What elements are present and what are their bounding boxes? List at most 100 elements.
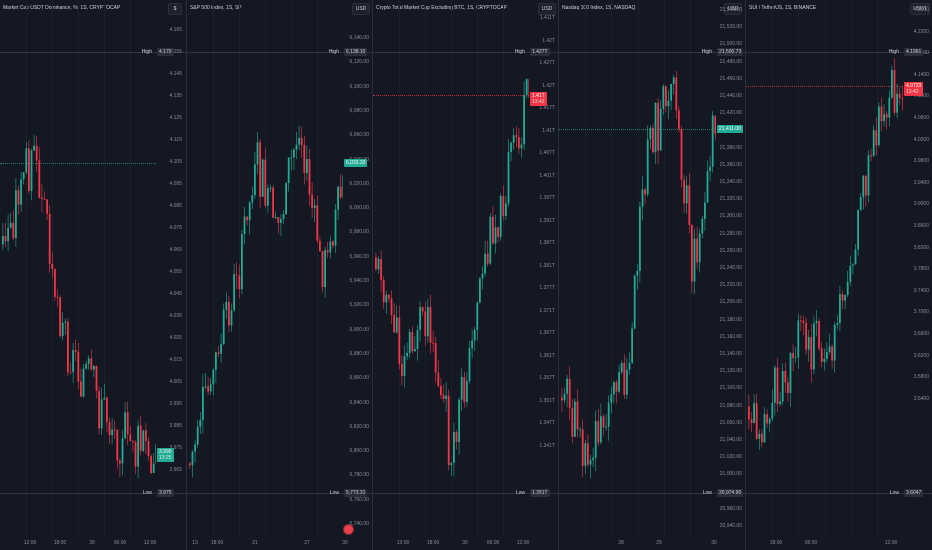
candle-body: [326, 250, 329, 253]
candle-body: [698, 233, 701, 263]
price-tick-label: 3.5800: [913, 374, 929, 381]
candle-body: [823, 358, 826, 362]
candle-body: [753, 403, 755, 423]
price-axis[interactable]: 4.165 4.155 4.145 4.135 4.125 4.115 4.105 4.095…: [156, 0, 186, 535]
chart-panel-usdt-dominance[interactable]: Market Cap USDT Dominance, %, 1S, CRYPTO…: [0, 0, 186, 550]
price-tick-label: 5,820.00: [349, 423, 369, 430]
candle-body: [646, 139, 649, 195]
candle-body: [424, 311, 427, 337]
time-tick-label: 06:00: [486, 540, 500, 546]
price-tick-label: 6,100.00: [349, 83, 369, 90]
grid-line: [611, 0, 613, 535]
time-tick-label: 18:00: [769, 540, 783, 546]
grid-line: [26, 0, 27, 535]
candle-body: [468, 348, 471, 382]
candle-body: [390, 298, 393, 315]
candle-body: [393, 314, 395, 333]
candle-body: [771, 402, 774, 419]
candle-body: [654, 102, 657, 153]
chart-panel-sp500[interactable]: S&P 500 Index, 1S, SP USD 6,140.00 6,120.…: [186, 0, 373, 550]
currency-button[interactable]: $: [168, 3, 182, 15]
candle-body: [445, 395, 447, 400]
price-tick-label: 21,180.00: [719, 316, 742, 323]
grid-line: [689, 0, 691, 535]
candle-body: [132, 440, 134, 442]
candle-body: [329, 241, 332, 253]
price-tick-label: 1.397T: [539, 195, 555, 201]
candle-body: [25, 148, 28, 173]
price-tick-label: 3.8200: [913, 244, 929, 251]
price-tick-label: 4.025: [169, 335, 182, 341]
candle-body: [704, 202, 706, 219]
price-axis[interactable]: 21,540.00 21,520.00 21,500.00 21,480.00 21,4…: [716, 0, 746, 535]
candle-body: [466, 381, 468, 403]
price-tick-label: 1.371T: [539, 307, 555, 314]
price-tick-label: 21,520.00: [719, 24, 742, 31]
chart-panel-total-ex-btc[interactable]: Crypto Total Market Cap Excluding BTC, 1…: [372, 0, 559, 550]
candle-body: [290, 157, 293, 159]
currency-button[interactable]: USD: [538, 3, 556, 15]
current-price-value: 3.990: [159, 449, 172, 455]
candle-body: [672, 77, 675, 85]
candle-body: [215, 352, 217, 370]
chart-panel-nasdaq100[interactable]: Nasdaq 100 Index, 1S, NASDAQ USD 21,540.…: [558, 0, 746, 550]
candle-body: [862, 175, 865, 198]
candle-body: [828, 346, 831, 353]
candle-body: [319, 240, 321, 252]
candle-body: [510, 142, 512, 153]
currency-button[interactable]: USD: [352, 3, 370, 15]
price-axis[interactable]: 1.411T 1.42T 1.427T 1.42T 1.417T 1.41T 1.407T 1…: [529, 0, 559, 535]
price-axis[interactable]: 4.26004.22004.18004.14004.10004.06004.02…: [903, 0, 932, 535]
panel-title: SUI / TetherUS, 1S, BINANCE: [749, 5, 817, 11]
candle-body: [476, 302, 479, 330]
time-tick-label: 12:00: [23, 540, 37, 546]
candle-body: [212, 369, 215, 385]
price-tick-label: 21,020.00: [719, 454, 742, 461]
candle-body: [121, 438, 124, 464]
currency-button[interactable]: USDT: [910, 3, 930, 15]
time-tick-label: 30: [342, 540, 348, 546]
candle-body: [334, 209, 337, 246]
currency-button[interactable]: USD: [724, 3, 742, 15]
candle-body: [137, 425, 139, 467]
price-tick-label: 21,140.00: [719, 351, 742, 357]
candle-body: [85, 363, 87, 369]
price-tick-label: 5,960.00: [349, 253, 369, 260]
candle-body: [61, 322, 64, 337]
candlestick-series: [748, 58, 903, 450]
candle-body: [626, 369, 628, 395]
candle-body: [579, 429, 581, 431]
candle-body: [875, 130, 878, 146]
candle-body: [563, 393, 566, 401]
grid-line: [130, 0, 131, 535]
price-tick-label: 6,000.00: [349, 205, 369, 212]
current-price-tag: 3.990 13:25: [157, 448, 174, 462]
candle-body: [298, 137, 300, 145]
price-axis[interactable]: 6,140.00 6,120.00 6,100.00 6,080.00 6,060.00…: [343, 0, 373, 535]
price-tick-label: 20,960.00: [719, 505, 742, 512]
time-tick-label: 28: [618, 540, 624, 546]
candle-body: [74, 349, 77, 352]
grid-line: [477, 0, 478, 535]
price-tick-label: 6,020.00: [349, 180, 369, 187]
tradingview-logo-icon[interactable]: [343, 524, 354, 535]
chart-panel-sui-usdt[interactable]: SUI / TetherUS, 1S, BINANCE USDT 4.2600 4…: [745, 0, 932, 550]
candle-body: [437, 372, 440, 387]
candle-body: [807, 337, 810, 350]
candle-body: [473, 329, 476, 341]
candle-body: [337, 186, 339, 210]
candle-body: [774, 367, 776, 403]
candle-body: [408, 332, 411, 353]
candle-body: [269, 187, 272, 189]
price-tick-label: 4.0200: [913, 136, 929, 143]
time-tick-label: 13: [192, 540, 198, 546]
high-label: High: [701, 49, 712, 55]
candle-body: [388, 294, 390, 299]
price-tick-label: 21,060.00: [719, 419, 742, 426]
grid-line: [78, 0, 79, 535]
candle-body: [406, 352, 408, 357]
candle-body: [272, 187, 274, 218]
price-tick-label: 4.045: [169, 291, 182, 297]
candle-body: [207, 386, 209, 392]
candle-body: [241, 234, 243, 290]
